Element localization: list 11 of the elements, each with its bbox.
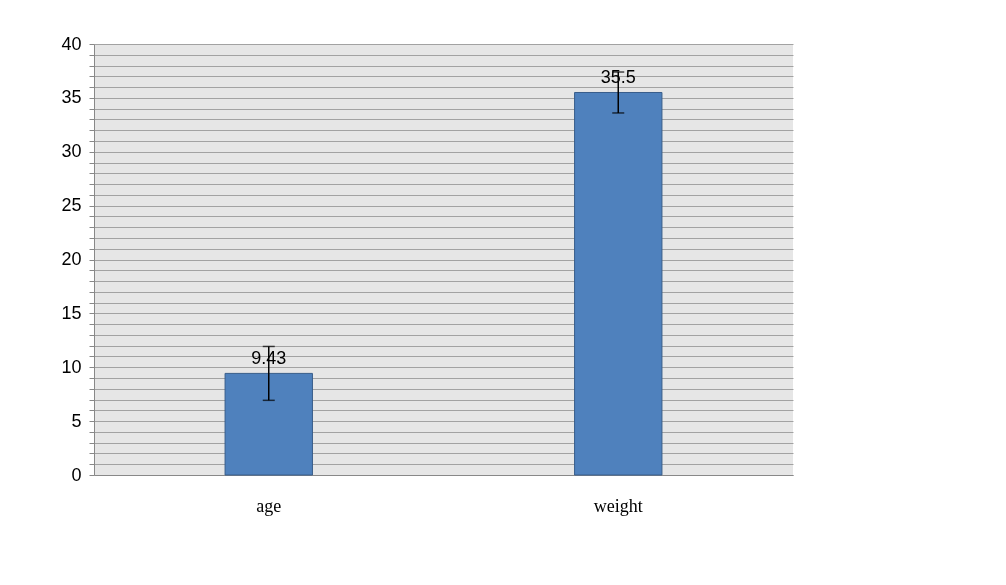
y-tick-label: 5 bbox=[71, 410, 82, 431]
y-tick-label: 30 bbox=[61, 141, 82, 162]
y-tick-label: 0 bbox=[71, 464, 82, 485]
y-tick-label: 35 bbox=[61, 87, 82, 108]
y-tick-label: 20 bbox=[61, 249, 82, 269]
x-tick-label: weight bbox=[593, 495, 643, 516]
y-tick-label: 10 bbox=[61, 356, 82, 377]
y-tick-label: 40 bbox=[61, 33, 82, 54]
x-tick-label: age bbox=[256, 495, 282, 516]
y-tick-label: 25 bbox=[61, 195, 82, 216]
y-tick-label: 15 bbox=[61, 302, 82, 323]
